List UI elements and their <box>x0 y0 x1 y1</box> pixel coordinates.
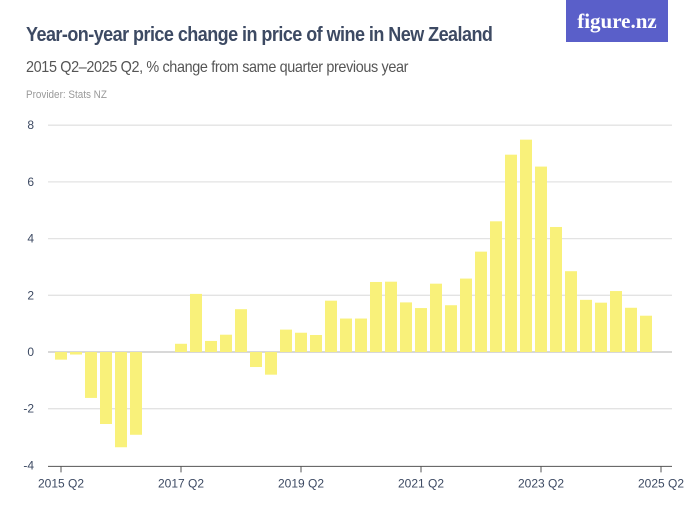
bar <box>490 221 502 352</box>
bar <box>520 139 532 352</box>
x-tick-label: 2019 Q2 <box>278 476 324 490</box>
bar <box>640 315 652 352</box>
bar <box>325 300 337 352</box>
bar <box>400 302 412 352</box>
chart-subtitle: 2015 Q2–2025 Q2, % change from same quar… <box>26 59 409 76</box>
bar <box>445 305 457 352</box>
x-tick-label: 2025 Q2 <box>638 476 684 490</box>
bar <box>265 352 277 375</box>
logo-text: figure.nz <box>577 8 657 33</box>
bar <box>70 352 82 355</box>
bar <box>370 281 382 352</box>
x-tick-label: 2017 Q2 <box>158 476 204 490</box>
bar <box>220 334 232 352</box>
bar <box>175 343 187 352</box>
y-tick-label: -2 <box>23 402 34 416</box>
bar <box>340 318 352 352</box>
bar <box>475 251 487 352</box>
bar <box>235 309 247 352</box>
bar <box>460 278 472 352</box>
bar <box>115 352 127 448</box>
bar <box>550 226 562 352</box>
chart-title: Year-on-year price change in price of wi… <box>26 24 493 46</box>
bar <box>85 352 97 398</box>
bar <box>385 281 397 352</box>
figure-nz-logo[interactable]: figure.nz <box>566 0 668 42</box>
bar <box>505 154 517 352</box>
x-tick-label: 2015 Q2 <box>38 476 84 490</box>
bar <box>535 166 547 352</box>
bar <box>580 299 592 352</box>
bar <box>55 352 67 360</box>
y-tick-label: 6 <box>27 175 34 189</box>
bar <box>415 308 427 352</box>
y-tick-label: 2 <box>27 288 34 302</box>
x-tick-label: 2023 Q2 <box>518 476 564 490</box>
y-tick-label: -4 <box>23 458 34 472</box>
y-tick-label: 8 <box>27 118 34 132</box>
bar <box>250 352 262 368</box>
bar <box>280 329 292 352</box>
bar <box>130 352 142 435</box>
bar <box>430 283 442 352</box>
bar <box>565 271 577 352</box>
bar <box>295 332 307 352</box>
y-tick-label: 0 <box>27 345 34 359</box>
bar <box>205 340 217 352</box>
bar <box>625 307 637 352</box>
bar <box>310 334 322 352</box>
provider-label: Provider: Stats NZ <box>26 89 107 101</box>
x-tick-label: 2021 Q2 <box>398 476 444 490</box>
bar <box>595 302 607 352</box>
y-tick-label: 4 <box>27 232 34 246</box>
bar <box>610 291 622 352</box>
bar <box>355 318 367 352</box>
bar <box>100 352 112 425</box>
bar <box>190 293 202 352</box>
